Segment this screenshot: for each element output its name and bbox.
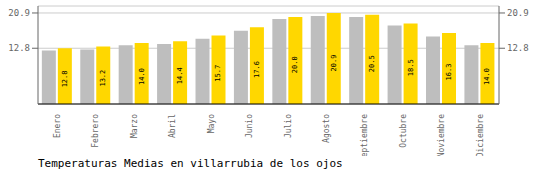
svg-text:14.0: 14.0 bbox=[483, 68, 491, 85]
svg-text:14.0: 14.0 bbox=[138, 68, 146, 85]
svg-text:20.5: 20.5 bbox=[368, 55, 376, 72]
svg-text:20.9: 20.9 bbox=[507, 8, 529, 18]
svg-text:Noviembre: Noviembre bbox=[437, 114, 446, 156]
svg-text:Enero: Enero bbox=[53, 114, 62, 138]
svg-text:Agosto: Agosto bbox=[322, 114, 331, 143]
svg-text:17.6: 17.6 bbox=[253, 61, 261, 78]
svg-text:Abril: Abril bbox=[168, 114, 177, 138]
svg-text:20.9: 20.9 bbox=[330, 55, 338, 72]
svg-text:18.5: 18.5 bbox=[407, 59, 415, 76]
svg-text:Julio: Julio bbox=[284, 114, 293, 138]
svg-text:20.9: 20.9 bbox=[8, 8, 30, 18]
svg-text:15.7: 15.7 bbox=[215, 65, 223, 82]
svg-text:Septiembre: Septiembre bbox=[360, 114, 369, 156]
svg-text:14.4: 14.4 bbox=[176, 67, 184, 84]
svg-text:16.3: 16.3 bbox=[445, 64, 453, 81]
svg-text:Febrero: Febrero bbox=[91, 114, 100, 148]
html-text:Temperaturas Medias en villarr: Temperaturas Medias en villarrubia de lo… bbox=[38, 157, 343, 170]
svg-text:20.0: 20.0 bbox=[291, 56, 299, 73]
svg-text:12.8: 12.8 bbox=[8, 43, 30, 53]
svg-text:Octubre: Octubre bbox=[399, 114, 408, 148]
svg-text:Mayo: Mayo bbox=[207, 114, 216, 133]
svg-text:Marzo: Marzo bbox=[130, 114, 139, 138]
svg-text:13.2: 13.2 bbox=[99, 70, 107, 87]
svg-text:12.8: 12.8 bbox=[61, 70, 69, 87]
svg-text:12.8: 12.8 bbox=[507, 43, 529, 53]
svg-text:Diciembre: Diciembre bbox=[476, 114, 485, 156]
svg-text:Junio: Junio bbox=[245, 114, 254, 138]
